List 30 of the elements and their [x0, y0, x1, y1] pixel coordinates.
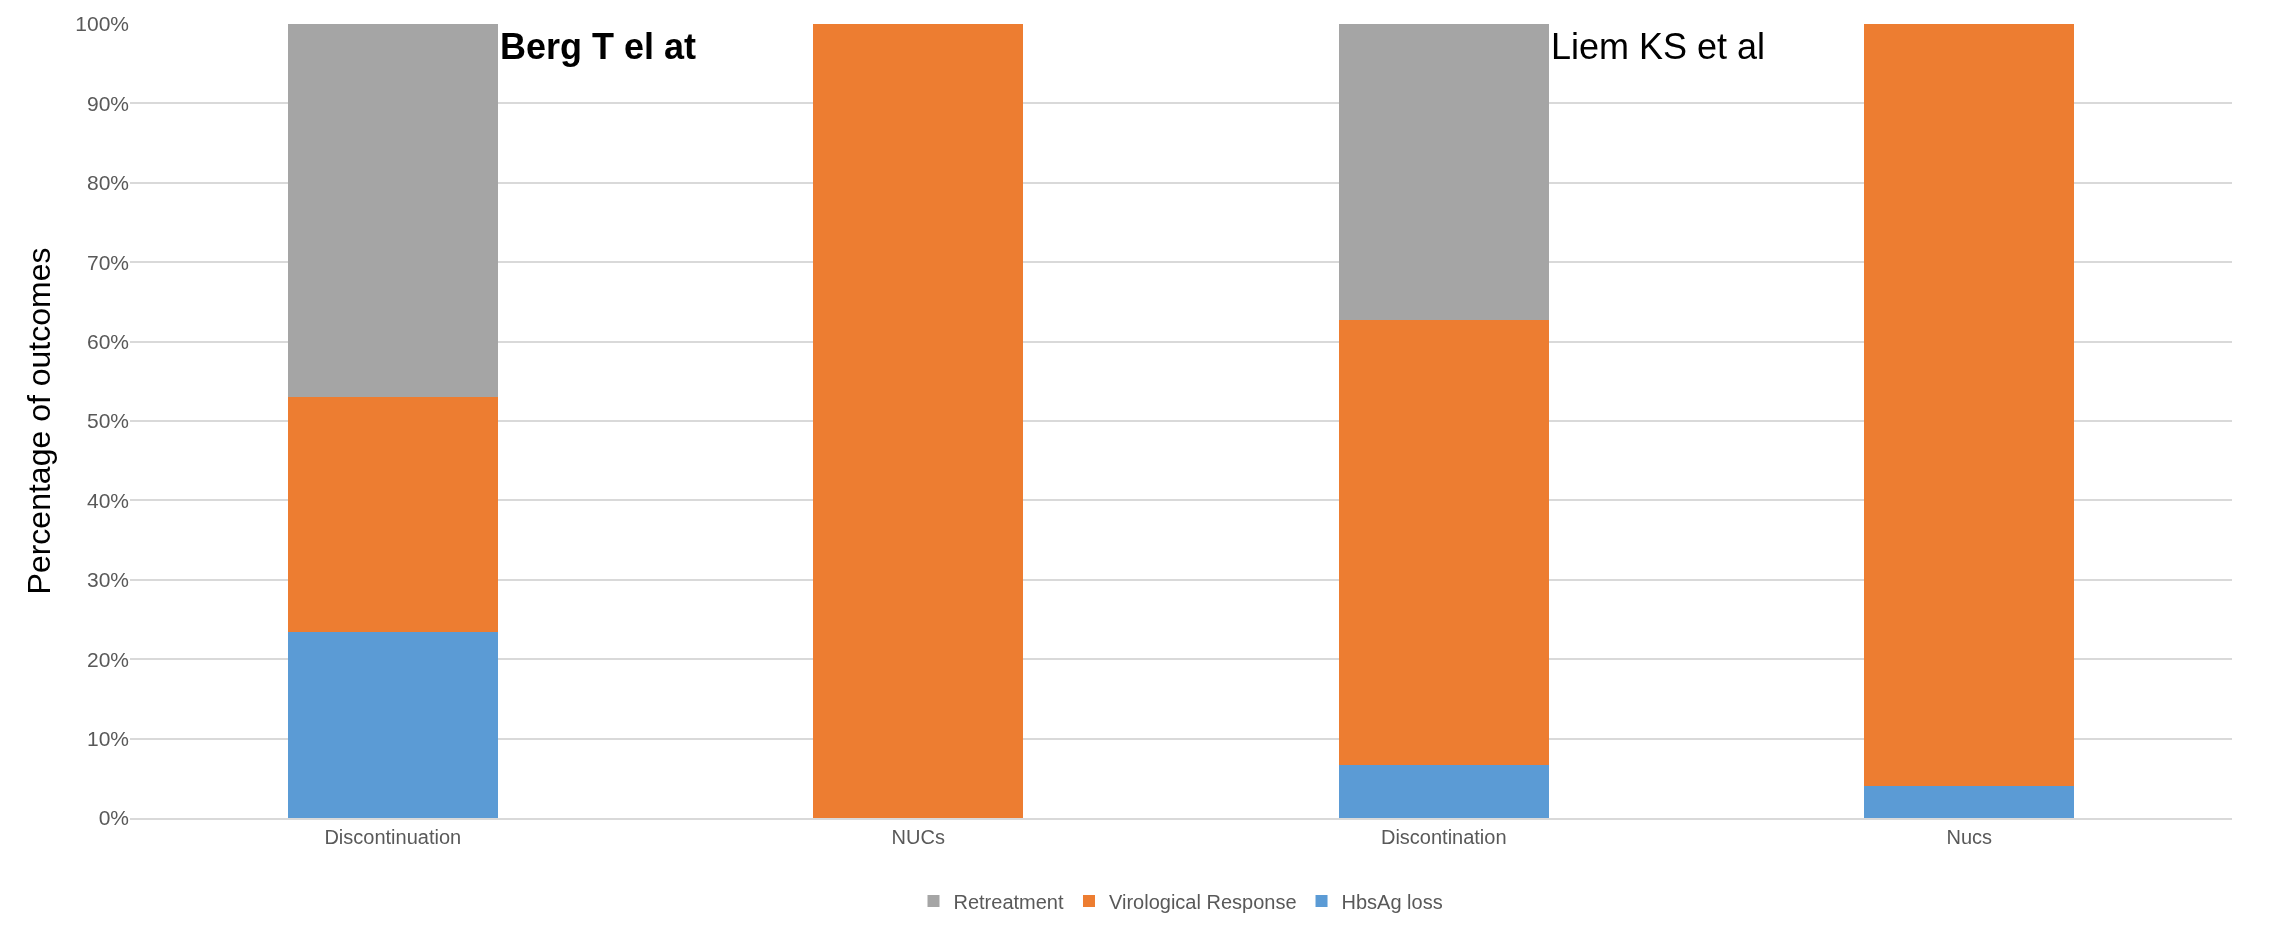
annotation: Berg T el at: [500, 26, 697, 67]
x-tick-label: NUCs: [891, 826, 945, 848]
legend-label: Virological Response: [1108, 890, 1297, 913]
y-tick-label: 100%: [75, 12, 129, 36]
y-tick-label: 0%: [98, 806, 129, 830]
bar: [1338, 320, 1549, 765]
bar: [1338, 24, 1549, 321]
bar: [287, 632, 498, 818]
y-tick-label: 40%: [86, 488, 129, 512]
y-tick-label: 80%: [86, 171, 129, 195]
annotation: Liem KS et al: [1551, 26, 1766, 67]
bar: [1864, 24, 2075, 787]
bar: [287, 24, 498, 398]
x-tick-label: Discontination: [1380, 826, 1507, 848]
y-tick-label: 10%: [86, 726, 129, 750]
y-axis-title: Percentage of outcomes: [20, 247, 57, 595]
legend-label: HbsAg loss: [1341, 890, 1443, 913]
bar: [813, 24, 1024, 818]
y-tick-label: 70%: [86, 250, 129, 274]
bar: [287, 397, 498, 633]
y-tick-label: 30%: [86, 568, 129, 592]
bar: [1864, 786, 2075, 818]
x-tick-label: Nucs: [1946, 826, 1993, 848]
y-tick-label: 90%: [86, 91, 129, 115]
x-tick-label: Discontinuation: [324, 826, 462, 848]
y-tick-label: 60%: [86, 329, 129, 353]
y-tick-label: 50%: [86, 409, 129, 433]
bar: [1338, 764, 1549, 818]
legend-label: Retreatment: [953, 890, 1064, 913]
y-tick-label: 20%: [86, 647, 129, 671]
